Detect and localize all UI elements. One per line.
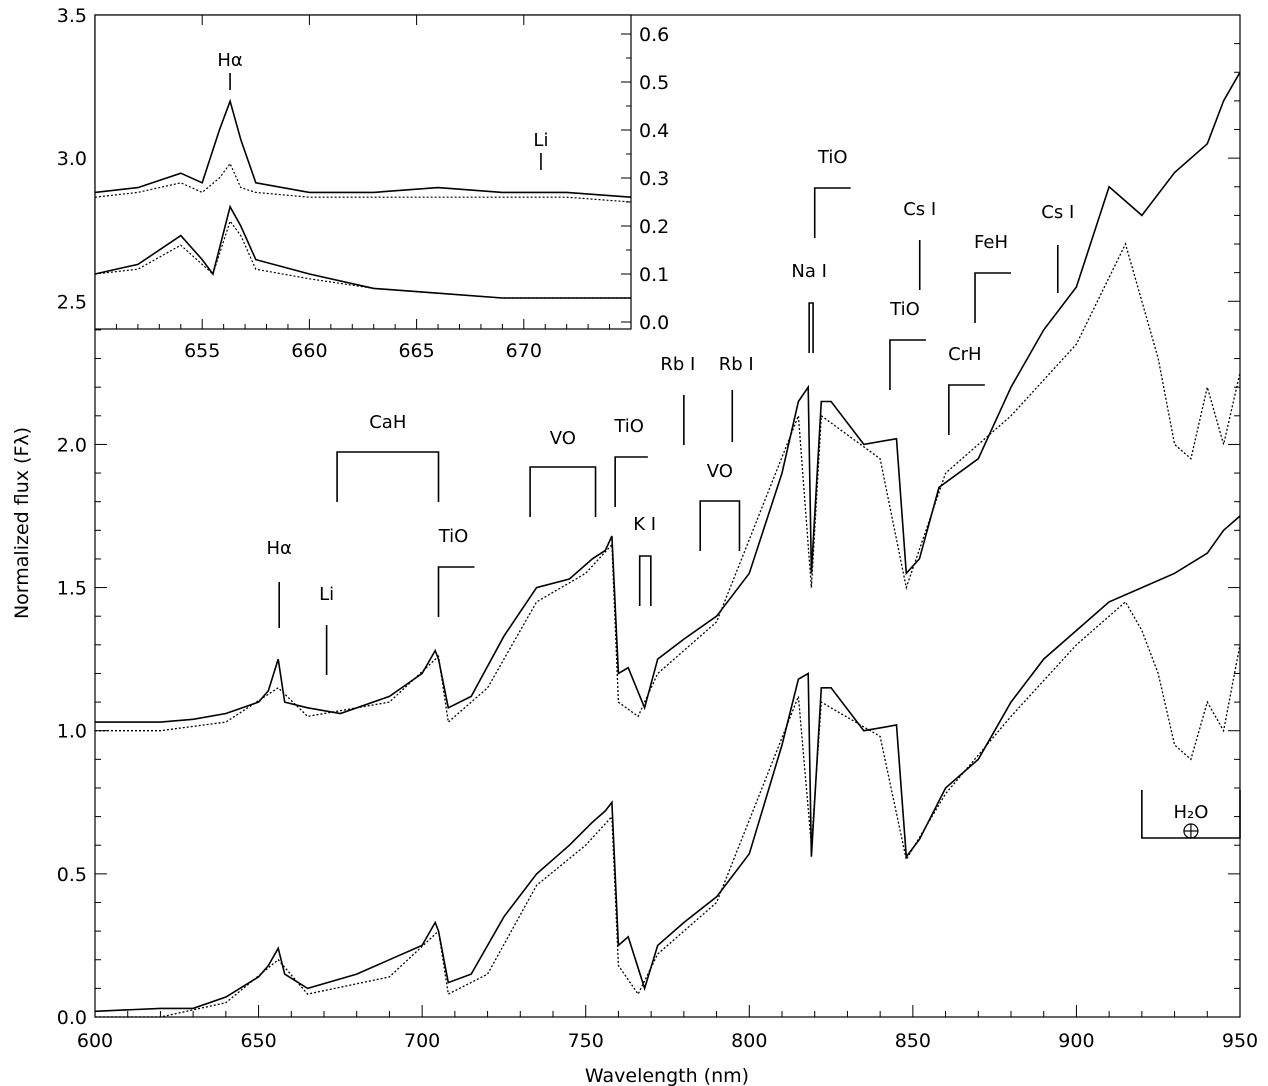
tio-820-label: TiO <box>817 147 848 168</box>
tio-843-hook <box>889 339 926 390</box>
spectrum-line-4 <box>95 600 1241 1018</box>
inset-plot-area: 655 660 665 670 0.0 0.1 0.2 0.3 0.4 0.5 0.6 Hα Li <box>94 14 669 362</box>
inset-spectrum-line-3 <box>94 204 631 299</box>
main-x-ticks: 600 650 700 750 800 850 900 950 <box>77 1005 1258 1052</box>
x-tick-label: 950 <box>1222 1030 1258 1052</box>
spectrum-line-3 <box>94 515 1241 1013</box>
feh-label: FeH <box>974 232 1008 253</box>
inset-y-tick-label: 0.3 <box>639 168 669 190</box>
x-tick-label: 600 <box>77 1030 113 1052</box>
x-tick-label: 800 <box>731 1030 767 1052</box>
inset-feature-annotations: Hα Li <box>217 50 548 170</box>
y-tick-label: 2.5 <box>57 291 87 313</box>
feh-hook <box>974 272 1011 323</box>
vo-785-bracket <box>699 500 741 551</box>
inset-spectrum-line-2 <box>94 162 632 203</box>
crh-label: CrH <box>948 344 982 365</box>
k-i-doublet <box>638 555 652 606</box>
cs-i-852-label: Cs I <box>903 199 936 220</box>
tio-759-label: TiO <box>613 416 644 437</box>
inset-y-tick-label: 0.0 <box>639 312 669 334</box>
y-tick-label: 1.5 <box>57 578 87 600</box>
y-tick-label: 0.0 <box>57 1007 87 1029</box>
inset-x-ticks: 655 660 665 670 <box>115 15 611 362</box>
inset-series <box>94 98 632 299</box>
inset-spectrum-line-4 <box>94 219 631 299</box>
x-tick-label: 700 <box>404 1030 440 1052</box>
cah-label: CaH <box>369 412 406 433</box>
main-y-ticks: 0.0 0.5 1.0 1.5 2.0 2.5 3.0 3.5 <box>57 5 1240 1029</box>
inset-plot-frame <box>94 14 632 330</box>
x-tick-label: 650 <box>240 1030 276 1052</box>
spectrum-line-2 <box>95 242 1241 732</box>
y-tick-label: 1.0 <box>57 721 87 743</box>
tio-759-hook <box>614 456 648 507</box>
li-label: Li <box>319 584 334 605</box>
k-i-label: K I <box>633 514 656 535</box>
inset-halpha-label: Hα <box>217 50 242 71</box>
vo-733-bracket <box>529 466 597 517</box>
y-tick-label: 3.5 <box>57 5 87 27</box>
rb-i-780-label: Rb I <box>660 354 695 375</box>
tio-820-hook <box>813 187 851 238</box>
main-plot-area: 600 650 700 750 800 850 900 950 0.0 0.5 1.0 1.5 2.0… <box>57 5 1258 1052</box>
inset-li-label: Li <box>533 130 548 151</box>
tio-705-label: TiO <box>438 526 469 547</box>
x-tick-label: 750 <box>568 1030 604 1052</box>
cah-bracket <box>336 451 440 502</box>
y-axis-label: Normalized flux (Fλ) <box>11 427 33 619</box>
main-feature-annotations: Hα Li CaH TiO VO TiO K I Rb I Rb I VO Na I TiO TiO Cs… <box>266 147 1241 839</box>
vo-785-label: VO <box>707 461 733 482</box>
spectrum-line-1 <box>95 71 1241 723</box>
inset-x-tick-label: 665 <box>398 340 434 362</box>
x-axis-label: Wavelength (nm) <box>585 1065 749 1086</box>
crh-hook <box>948 384 985 435</box>
y-tick-label: 0.5 <box>57 864 87 886</box>
y-tick-label: 2.0 <box>57 434 87 456</box>
tio-843-label: TiO <box>889 299 920 320</box>
cs-i-894-label: Cs I <box>1041 202 1074 223</box>
inset-y-tick-label: 0.5 <box>639 72 669 94</box>
rb-i-795-label: Rb I <box>719 354 754 375</box>
na-i-label: Na I <box>791 261 827 282</box>
h2o-label: H₂O <box>1173 802 1208 823</box>
inset-y-tick-label: 0.2 <box>639 216 669 238</box>
inset-spectrum-line-1 <box>94 98 632 198</box>
inset-y-ticks: 0.0 0.1 0.2 0.3 0.4 0.5 0.6 <box>621 24 669 334</box>
halpha-label: Hα <box>266 538 291 559</box>
vo-733-label: VO <box>550 428 576 449</box>
inset-x-tick-label: 655 <box>184 340 220 362</box>
y-tick-label: 3.0 <box>57 148 87 170</box>
inset-y-tick-label: 0.6 <box>639 24 669 46</box>
na-i-doublet <box>808 302 814 353</box>
inset-x-tick-label: 670 <box>506 340 542 362</box>
tio-705-hook <box>437 566 475 617</box>
inset-y-tick-label: 0.4 <box>639 120 669 142</box>
main-series <box>94 71 1241 1018</box>
x-tick-label: 900 <box>1058 1030 1094 1052</box>
x-tick-label: 850 <box>895 1030 931 1052</box>
inset-x-tick-label: 660 <box>291 340 327 362</box>
inset-y-tick-label: 0.1 <box>639 264 669 286</box>
